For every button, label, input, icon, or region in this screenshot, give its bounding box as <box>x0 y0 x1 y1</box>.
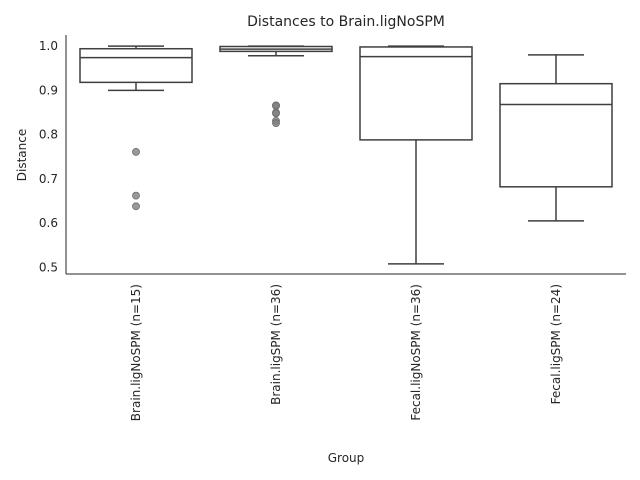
box-group <box>79 45 193 211</box>
outlier-point <box>132 202 140 211</box>
y-tick-label: 0.9 <box>39 83 58 97</box>
box <box>499 82 613 188</box>
x-tick-label: Brain.ligNoSPM (n=15) <box>129 284 143 421</box>
box <box>79 47 193 84</box>
x-tick-label: Brain.ligSPM (n=36) <box>269 284 283 405</box>
x-tick-label: Fecal.ligNoSPM (n=36) <box>409 284 423 421</box>
y-axis-label: Distance <box>15 129 29 181</box>
outlier-point <box>132 147 140 156</box>
x-axis-label: Group <box>328 451 365 465</box>
outlier-point <box>272 101 280 110</box>
y-tick-label: 0.6 <box>39 216 58 230</box>
x-tick-label: Fecal.ligSPM (n=24) <box>549 284 563 404</box>
boxes <box>79 45 613 265</box>
outlier-point <box>132 191 140 200</box>
x-axis: Brain.ligNoSPM (n=15) Brain.ligSPM (n=36)… <box>129 284 563 421</box>
box <box>359 46 473 141</box>
y-axis: 0.5 0.6 0.7 0.8 0.9 1.0 <box>39 39 58 274</box>
outlier-point <box>272 109 280 118</box>
y-tick-label: 0.8 <box>39 128 58 142</box>
box-group <box>219 45 333 127</box>
y-tick-label: 0.5 <box>39 260 58 274</box>
box-group <box>499 54 613 222</box>
chart-title: Distances to Brain.ligNoSPM <box>247 14 445 30</box>
box-group <box>359 45 473 265</box>
y-tick-label: 1.0 <box>39 39 58 53</box>
y-tick-label: 0.7 <box>39 172 58 186</box>
outlier-point <box>272 119 280 127</box>
